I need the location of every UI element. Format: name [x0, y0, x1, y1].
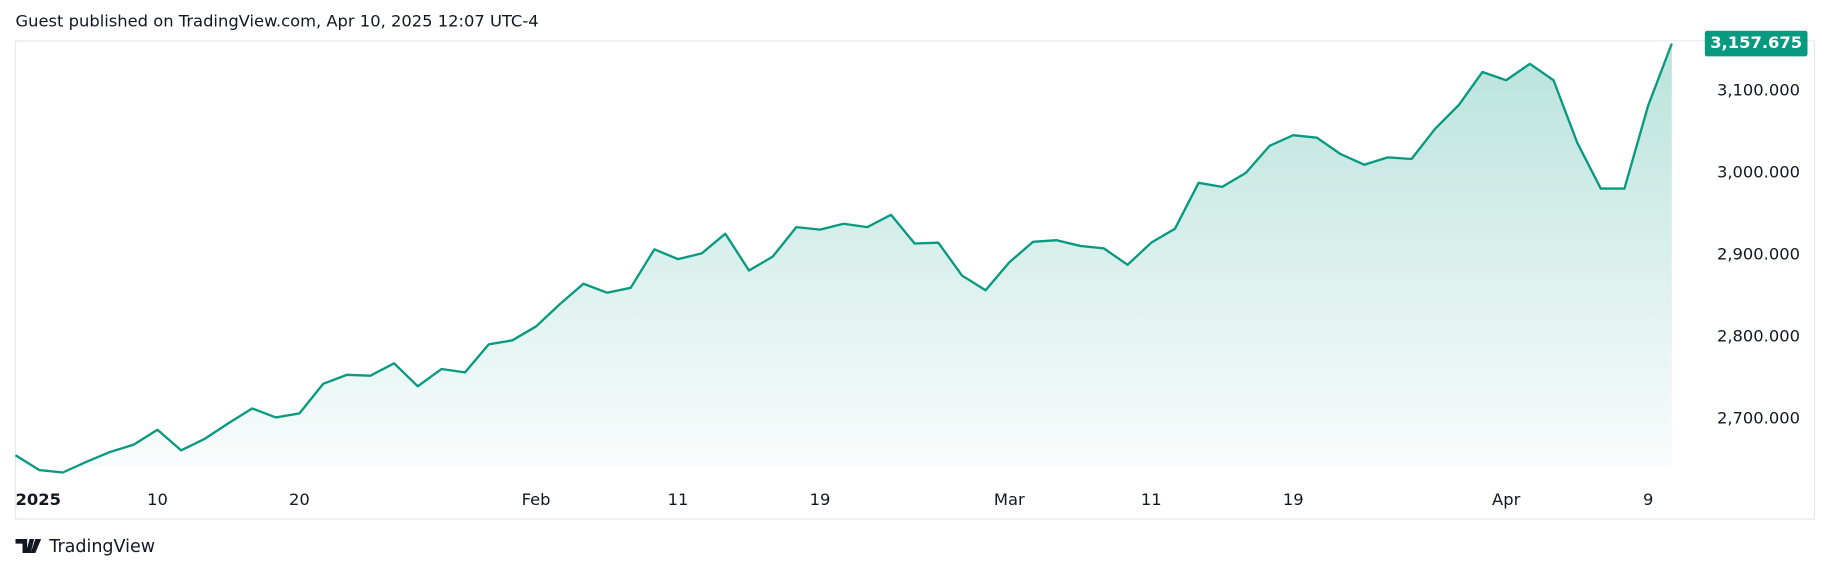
header-text: Guest published on TradingView.com, Apr … — [16, 12, 539, 31]
x-tick-label: Apr — [1492, 490, 1521, 509]
x-tick-label: 20 — [289, 490, 310, 509]
x-tick-label: 9 — [1643, 490, 1653, 509]
x-tick-label: Feb — [522, 490, 551, 509]
x-tick-label: 10 — [147, 490, 168, 509]
last-price-label: 3,157.675 — [1710, 33, 1802, 52]
x-tick-label: Mar — [994, 490, 1025, 509]
price-line — [14, 43, 1673, 474]
x-tick-label: 2025 — [16, 490, 61, 509]
y-tick-label: 2,900.000 — [1717, 245, 1800, 264]
x-tick-label: 11 — [668, 490, 689, 509]
x-tick-label: 11 — [1141, 490, 1162, 509]
logo — [15, 539, 42, 553]
brand: TradingView — [48, 537, 155, 557]
x-tick-label: 19 — [1283, 490, 1304, 509]
area-fill — [15, 43, 1672, 473]
chart-frame — [14, 40, 1816, 520]
y-tick-label: 2,700.000 — [1717, 409, 1800, 428]
last-price-box — [1704, 30, 1808, 57]
y-tick-label: 3,100.000 — [1717, 80, 1800, 99]
y-tick-label: 3,000.000 — [1717, 162, 1800, 181]
x-tick-label: 19 — [810, 490, 831, 509]
y-tick-label: 2,800.000 — [1717, 327, 1800, 346]
